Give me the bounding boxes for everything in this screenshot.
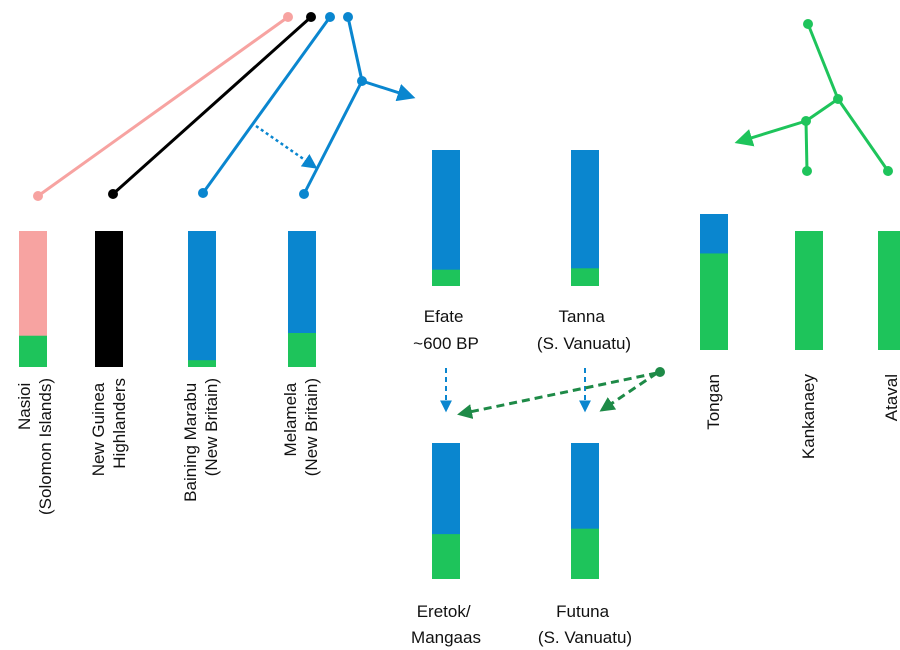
ancestry-bars	[19, 150, 900, 579]
nasioi-lineage-node-bottom	[33, 191, 43, 201]
label-melamela: Melamela (New Britain)	[281, 378, 321, 476]
bar-baining-marabu-top	[188, 231, 216, 367]
label-ataval: Ataval	[882, 374, 900, 421]
left-tree	[33, 12, 416, 201]
right-tree	[734, 19, 893, 176]
baining-lineage-node-bottom	[198, 188, 208, 198]
bar-tongan	[700, 214, 728, 350]
bar-nasioi-green	[19, 335, 47, 367]
bar-efate	[432, 150, 460, 286]
horizontal-labels: Efate ~600 BP Tanna (S. Vanuatu) Eretok/…	[411, 307, 632, 647]
green-branch-ataval	[836, 98, 890, 172]
green-branch-kankanaey	[804, 120, 809, 172]
bar-ng-highlanders-top	[95, 231, 123, 367]
bar-baining-marabu	[188, 231, 216, 367]
bar-nasioi	[19, 231, 47, 367]
bar-eretok-green	[432, 534, 460, 579]
green-node-top	[803, 19, 813, 29]
vanuatu-flow	[440, 367, 665, 419]
ng-highlanders-lineage-node-top	[306, 12, 316, 22]
bar-eretok	[432, 443, 460, 579]
blue-node-top	[343, 12, 353, 22]
bar-tongan-green	[700, 253, 728, 350]
bar-kankanaey-green	[795, 231, 823, 350]
label-baining-marabu: Baining Marabu (New Britain)	[181, 378, 221, 502]
label-nasioi: Nasioi (Solomon Islands)	[15, 378, 55, 515]
green-branch-top	[806, 23, 840, 100]
baining-lineage-line	[201, 16, 332, 194]
green-node-kankanaey	[802, 166, 812, 176]
label-tanna: Tanna (S. Vanuatu)	[537, 307, 631, 353]
green-source-node	[655, 367, 665, 377]
baining-lineage-node-top	[325, 12, 335, 22]
green-branch-mid	[805, 97, 839, 123]
ng-highlanders-lineage-line	[112, 15, 312, 196]
label-ng-highlanders: New Guinea Highlanders	[89, 378, 129, 476]
rotated-labels: Nasioi (Solomon Islands) New Guinea High…	[15, 374, 900, 516]
green-to-futuna-arrow	[599, 371, 658, 412]
blue-branch-top	[346, 16, 364, 82]
blue-node-junction	[357, 76, 367, 86]
label-futuna: Futuna (S. Vanuatu)	[538, 602, 632, 647]
label-kankanaey: Kankanaey	[799, 374, 818, 460]
green-branch-outgoing	[734, 119, 807, 147]
nasioi-lineage-line	[37, 15, 289, 198]
bar-baining-marabu-green	[188, 360, 216, 367]
label-eretok: Eretok/ Mangaas	[411, 602, 481, 647]
bar-tanna	[571, 150, 599, 286]
blue-branch-outgoing	[361, 79, 416, 102]
bar-futuna-green	[571, 528, 599, 579]
bar-efate-green	[432, 269, 460, 286]
admixture-dotted-arrow	[255, 124, 318, 169]
bar-ataval	[878, 231, 900, 350]
bar-efate-top	[432, 150, 460, 286]
bar-tanna-top	[571, 150, 599, 286]
green-node-junction	[833, 94, 843, 104]
nasioi-lineage-node-top	[283, 12, 293, 22]
melamela-lineage-node-bottom	[299, 189, 309, 199]
bar-kankanaey	[795, 231, 823, 350]
bar-ataval-green	[878, 231, 900, 350]
bar-tanna-green	[571, 268, 599, 286]
bar-futuna	[571, 443, 599, 579]
bar-melamela-green	[288, 333, 316, 367]
bar-ng-highlanders	[95, 231, 123, 367]
label-efate: Efate ~600 BP	[413, 307, 479, 353]
green-node-mid	[801, 116, 811, 126]
blue-branch-melamela	[302, 80, 364, 195]
green-to-eretok-arrow	[457, 371, 658, 419]
green-node-ataval	[883, 166, 893, 176]
bar-melamela	[288, 231, 316, 367]
ng-highlanders-lineage-node-bottom	[108, 189, 118, 199]
label-tongan: Tongan	[704, 374, 723, 430]
